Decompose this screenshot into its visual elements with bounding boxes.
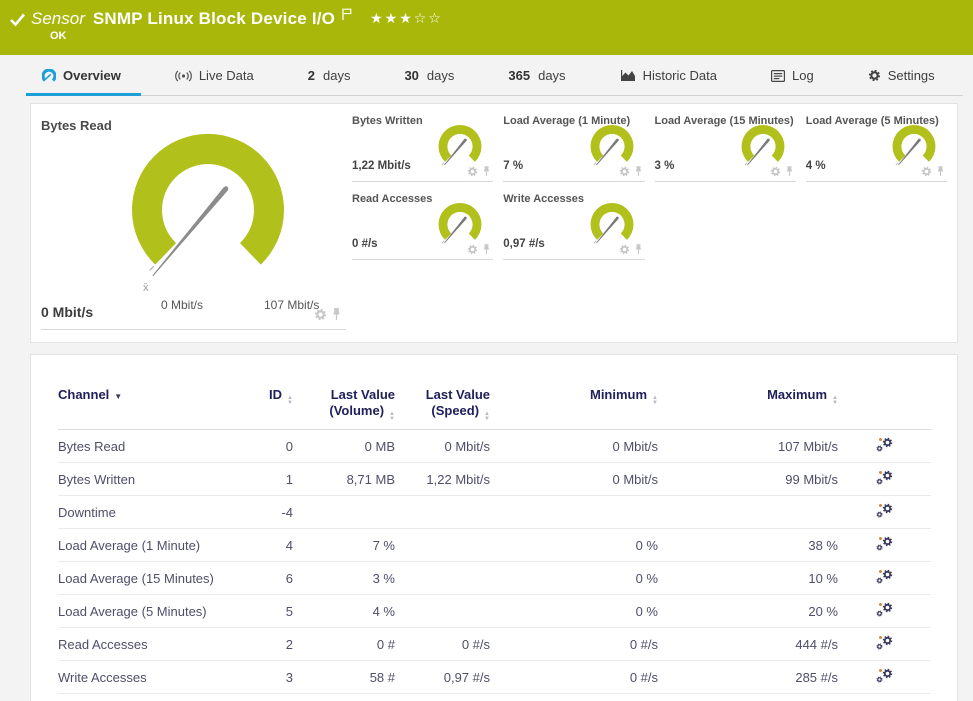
gauge-scale-max: 107 Mbit/s <box>264 298 319 312</box>
column-header-id[interactable]: ID▲▼ <box>243 355 293 430</box>
channel-settings-gears-icon[interactable] <box>876 437 893 452</box>
sort-icon: ▲▼ <box>652 396 658 406</box>
channel-name: Bytes Read <box>58 430 243 463</box>
channel-settings-gears-icon[interactable] <box>876 470 893 485</box>
column-header-minimum[interactable]: Minimum▲▼ <box>490 355 658 430</box>
gauge-tile-bytes-read[interactable]: Bytes Read x̄ 0 Mbit/s 107 Mbit/s 0 Mbit… <box>41 112 346 330</box>
table-row: Write Accesses 3 58 # 0,97 #/s 0 #/s 285… <box>58 661 931 694</box>
gear-icon <box>868 69 881 82</box>
gear-icon[interactable] <box>467 244 478 255</box>
table-row: Load Average (1 Minute) 4 7 % 0 % 38 % <box>58 529 931 562</box>
gear-icon[interactable] <box>619 244 630 255</box>
channel-name: Read Accesses <box>58 628 243 661</box>
tab-settings[interactable]: Settings <box>868 55 935 96</box>
gear-icon[interactable] <box>770 166 781 177</box>
channel-name: Bytes Written <box>58 463 243 496</box>
tab-30-days[interactable]: 30 days <box>404 55 454 96</box>
priority-stars[interactable]: ★★★☆☆ <box>370 10 443 27</box>
channel-settings-gears-icon[interactable] <box>876 503 893 518</box>
area-chart-icon <box>620 69 636 82</box>
small-gauge <box>584 122 640 169</box>
gauge-tile-bytes-written[interactable]: Bytes Written 1,22 Mbit/s <box>352 112 493 182</box>
gauge-tile-write-accesses[interactable]: Write Accesses 0,97 #/s <box>503 190 644 260</box>
sort-icon: ▲▼ <box>832 396 838 406</box>
table-row: Read Accesses 2 0 # 0 #/s 0 #/s 444 #/s <box>58 628 931 661</box>
log-icon <box>771 70 785 82</box>
sensor-header: Sensor SNMP Linux Block Device I/O ★★★☆☆… <box>0 0 973 55</box>
channel-settings-gears-icon[interactable] <box>876 536 893 551</box>
channel-settings-gears-icon[interactable] <box>876 569 893 584</box>
sensor-kind-label: Sensor <box>31 9 85 29</box>
small-gauge <box>735 122 791 169</box>
status-badge: OK <box>50 30 67 42</box>
gauge-value: 0 Mbit/s <box>41 304 93 320</box>
tab-log[interactable]: Log <box>771 55 814 96</box>
small-gauge <box>432 122 488 169</box>
sort-icon: ▲▼ <box>484 412 490 422</box>
table-row: Downtime -4 <box>58 496 931 529</box>
pin-icon[interactable] <box>634 166 643 177</box>
channel-name: Load Average (15 Minutes) <box>58 562 243 595</box>
small-gauge <box>584 200 640 247</box>
sort-icon: ▲▼ <box>287 396 293 406</box>
pin-icon[interactable] <box>482 166 491 177</box>
pin-icon[interactable] <box>482 244 491 255</box>
bytes-read-gauge: x̄ <box>103 125 313 300</box>
pin-icon[interactable] <box>634 244 643 255</box>
column-header-maximum[interactable]: Maximum▲▼ <box>658 355 838 430</box>
column-header-last-value-speed[interactable]: Last Value (Speed)▲▼ <box>395 355 490 430</box>
pin-icon[interactable] <box>785 166 794 177</box>
column-header-last-value-volume[interactable]: Last Value (Volume)▲▼ <box>293 355 395 430</box>
gear-icon[interactable] <box>619 166 630 177</box>
pin-icon[interactable] <box>331 308 342 321</box>
column-header-actions <box>838 355 931 430</box>
tab-live-data[interactable]: Live Data <box>175 55 254 96</box>
channels-table: Channel▼ ID▲▼ Last Value (Volume)▲▼ Last… <box>58 355 931 694</box>
gear-icon[interactable] <box>921 166 932 177</box>
small-gauge <box>432 200 488 247</box>
column-header-channel[interactable]: Channel▼ <box>58 355 243 430</box>
sort-desc-icon: ▼ <box>114 392 122 401</box>
flag-icon[interactable] <box>342 7 352 25</box>
gear-icon[interactable] <box>314 308 327 321</box>
channel-settings-gears-icon[interactable] <box>876 602 893 617</box>
tab-bar: Overview Live Data 2 days 30 days 365 da… <box>0 55 973 96</box>
table-row: Bytes Read 0 0 MB 0 Mbit/s 0 Mbit/s 107 … <box>58 430 931 463</box>
tab-overview[interactable]: Overview <box>42 55 121 96</box>
channels-panel: Channel▼ ID▲▼ Last Value (Volume)▲▼ Last… <box>30 354 958 701</box>
tab-365-days[interactable]: 365 days <box>508 55 565 96</box>
status-check-icon <box>9 13 26 32</box>
table-row: Load Average (15 Minutes) 6 3 % 0 % 10 % <box>58 562 931 595</box>
channel-name: Load Average (5 Minutes) <box>58 595 243 628</box>
gauge-tile-load-average-5[interactable]: Load Average (5 Minutes) 4 % <box>806 112 947 182</box>
channel-name: Downtime <box>58 496 243 529</box>
broadcast-icon <box>175 70 192 82</box>
gauge-scale-min: 0 Mbit/s <box>161 298 203 312</box>
table-row: Bytes Written 1 8,71 MB 1,22 Mbit/s 0 Mb… <box>58 463 931 496</box>
channel-name: Write Accesses <box>58 661 243 694</box>
average-marker: x̄ <box>143 282 149 294</box>
gauges-panel: Bytes Read x̄ 0 Mbit/s 107 Mbit/s 0 Mbit… <box>30 103 958 343</box>
sort-icon: ▲▼ <box>389 412 395 422</box>
gear-icon[interactable] <box>467 166 478 177</box>
small-gauge <box>886 122 942 169</box>
tab-2-days[interactable]: 2 days <box>308 55 351 96</box>
gauge-tile-load-average-15[interactable]: Load Average (15 Minutes) 3 % <box>655 112 796 182</box>
channel-name: Load Average (1 Minute) <box>58 529 243 562</box>
small-gauges-grid: Bytes Written 1,22 Mbit/s Load Average (… <box>352 112 947 334</box>
channel-settings-gears-icon[interactable] <box>876 635 893 650</box>
sensor-title: SNMP Linux Block Device I/O <box>93 9 335 29</box>
channel-settings-gears-icon[interactable] <box>876 668 893 683</box>
gauge-tile-load-average-1[interactable]: Load Average (1 Minute) 7 % <box>503 112 644 182</box>
gauge-icon <box>42 69 56 83</box>
table-row: Load Average (5 Minutes) 5 4 % 0 % 20 % <box>58 595 931 628</box>
tab-historic-data[interactable]: Historic Data <box>620 55 717 96</box>
pin-icon[interactable] <box>936 166 945 177</box>
gauge-tile-read-accesses[interactable]: Read Accesses 0 #/s <box>352 190 493 260</box>
